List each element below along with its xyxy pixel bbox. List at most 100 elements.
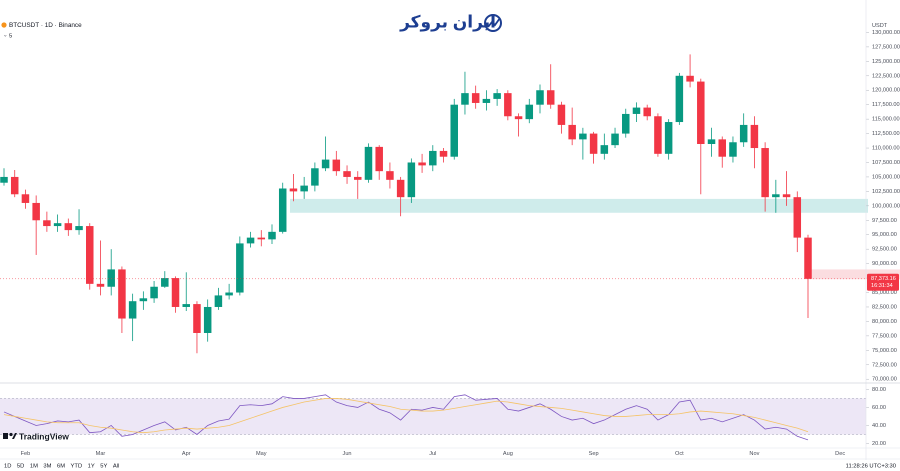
- rsi-tick-label: 60.00: [872, 405, 886, 411]
- candle-body: [375, 146, 383, 172]
- candle-body: [525, 104, 534, 120]
- candle-body: [236, 243, 244, 293]
- candle-body: [300, 185, 308, 192]
- indicator-toggle[interactable]: ⌄: [3, 32, 8, 38]
- indicator-count[interactable]: 5: [9, 34, 12, 40]
- candle-body: [804, 237, 812, 279]
- candle-body: [407, 162, 416, 198]
- zones: [290, 198, 900, 280]
- x-tick-label: Apr: [182, 451, 191, 457]
- timeframe-button[interactable]: 3M: [43, 464, 51, 470]
- timeframe-button[interactable]: 6M: [57, 464, 65, 470]
- y-tick-label: 110,000.00: [872, 146, 900, 152]
- candle-body: [739, 124, 748, 143]
- candle-body: [654, 116, 662, 154]
- candle-body: [386, 171, 394, 180]
- rsi-tick-label: 40.00: [872, 423, 886, 429]
- timeframe-button[interactable]: 1Y: [88, 464, 95, 470]
- candle-body: [225, 292, 233, 296]
- candle-body: [707, 139, 716, 144]
- y-tick-label: 70,000.00: [872, 377, 897, 383]
- candle-body: [611, 133, 619, 146]
- x-tick-label: Sep: [589, 451, 599, 457]
- candle-body: [793, 197, 802, 238]
- candle-body: [632, 107, 641, 114]
- symbol-icon: [1, 22, 7, 28]
- candle-body: [107, 269, 115, 287]
- timeframe-button[interactable]: 5D: [17, 464, 24, 470]
- candle-body: [10, 176, 19, 195]
- x-tick-label: Jun: [343, 451, 352, 457]
- candle-body: [514, 116, 523, 120]
- candle-body: [128, 301, 137, 319]
- y-tick-label: 72,500.00: [872, 362, 897, 368]
- y-tick-label: 127,500.00: [872, 44, 900, 50]
- x-tick-label: Dec: [835, 451, 845, 457]
- y-tick-label: 125,000.00: [872, 59, 900, 65]
- x-tick-label: Aug: [503, 451, 513, 457]
- y-tick-label: 95,000.00: [872, 232, 897, 238]
- y-tick-label: 102,500.00: [872, 189, 900, 195]
- candle-body: [493, 93, 501, 99]
- currency-label[interactable]: USDT: [872, 23, 888, 29]
- candle-body: [289, 188, 298, 192]
- y-tick-label: 97,500.00: [872, 218, 897, 224]
- timeframe-toolbar: 1D 5D 1M 3M 6M YTD 1Y 5Y All: [4, 464, 119, 470]
- y-tick-label: 117,500.00: [872, 102, 900, 108]
- grid: [0, 32, 869, 444]
- rsi-ma-line: [3, 398, 809, 434]
- candle-body: [332, 159, 341, 172]
- candle-body: [504, 93, 512, 117]
- candle-body: [139, 298, 148, 302]
- y-tick-label: 77,500.00: [872, 333, 897, 339]
- candle-body: [43, 220, 51, 227]
- candle-body: [482, 98, 491, 103]
- y-tick-label: 80,000.00: [872, 319, 897, 325]
- logo-box: [372, 4, 528, 40]
- candle-body: [118, 269, 126, 319]
- y-tick-label: 105,000.00: [872, 174, 900, 180]
- candle-body: [171, 278, 180, 307]
- candle-body: [203, 306, 212, 333]
- y-tick-label: 85,000.00: [872, 290, 897, 296]
- candle-body: [182, 304, 190, 307]
- price-zone: [290, 198, 868, 213]
- candle-body: [278, 188, 287, 232]
- y-tick-label: 90,000.00: [872, 261, 897, 267]
- candle-body: [686, 75, 694, 82]
- logo-text: ایران بروکر: [399, 12, 496, 32]
- candle-body: [396, 179, 405, 198]
- rsi-band: [0, 398, 866, 435]
- y-tick-label: 92,500.00: [872, 247, 897, 253]
- candle-body: [782, 194, 791, 198]
- timeframe-button[interactable]: 1D: [4, 464, 11, 470]
- candle-body: [450, 104, 458, 157]
- y-tick-label: 112,500.00: [872, 131, 900, 137]
- y-tick-label: 122,500.00: [872, 73, 900, 79]
- timeframe-button[interactable]: All: [113, 464, 119, 470]
- candle-body: [622, 113, 630, 134]
- candle-body: [461, 93, 469, 105]
- rsi-tick-label: 20.00: [872, 441, 886, 447]
- timeframe-button[interactable]: 5Y: [100, 464, 107, 470]
- y-tick-label: 82,500.00: [872, 304, 897, 310]
- candle-body: [268, 231, 276, 240]
- rsi-tick-label: 80.00: [872, 387, 886, 393]
- last-price-label: 87,373.16: [871, 276, 896, 282]
- candle-body: [161, 278, 169, 287]
- timeframe-button[interactable]: 1M: [30, 464, 38, 470]
- candle-body: [354, 176, 362, 180]
- price-zone: [805, 269, 900, 280]
- candle-body: [0, 176, 8, 183]
- x-tick-label: Feb: [21, 451, 31, 457]
- x-tick-label: Mar: [96, 451, 106, 457]
- candle-body: [750, 124, 759, 149]
- y-tick-label: 75,000.00: [872, 348, 897, 354]
- y-tick-label: 120,000.00: [872, 88, 900, 94]
- timeframe-button[interactable]: YTD: [71, 464, 83, 470]
- countdown-label: 16:31:34: [871, 283, 893, 289]
- candle-body: [429, 150, 437, 166]
- y-tick-label: 115,000.00: [872, 117, 900, 123]
